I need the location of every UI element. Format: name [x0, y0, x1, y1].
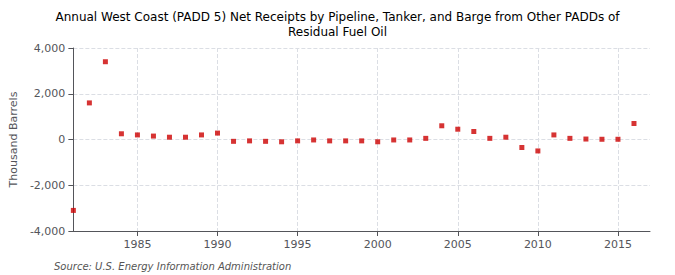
- svg-text:4,000: 4,000: [34, 42, 66, 55]
- svg-text:Thousand Barrels: Thousand Barrels: [7, 91, 20, 188]
- svg-text:0: 0: [58, 133, 65, 146]
- svg-text:-2,000: -2,000: [30, 179, 65, 192]
- svg-text:Residual Fuel Oil: Residual Fuel Oil: [288, 25, 387, 39]
- svg-text:2015: 2015: [604, 238, 632, 251]
- svg-text:Source: U.S. Energy Informatio: Source: U.S. Energy Information Administ…: [54, 261, 291, 272]
- svg-text:2000: 2000: [364, 238, 392, 251]
- svg-text:Annual West Coast (PADD 5) Net: Annual West Coast (PADD 5) Net Receipts …: [55, 10, 620, 24]
- svg-text:-4,000: -4,000: [30, 225, 65, 238]
- svg-text:1995: 1995: [284, 238, 312, 251]
- svg-text:2010: 2010: [524, 238, 552, 251]
- svg-text:1985: 1985: [123, 238, 151, 251]
- svg-text:2,000: 2,000: [34, 87, 66, 100]
- svg-text:1990: 1990: [204, 238, 232, 251]
- svg-text:2005: 2005: [444, 238, 472, 251]
